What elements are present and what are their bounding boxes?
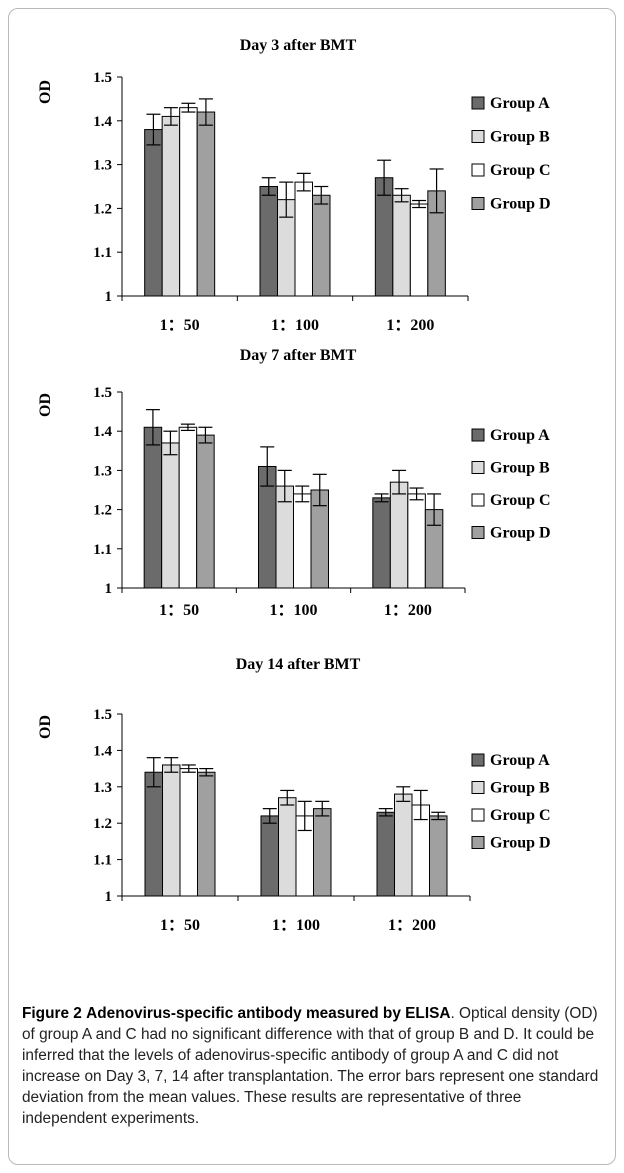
chart-title: Day 7 after BMT <box>240 347 357 364</box>
chart-2: Day 7 after BMT OD 1 1.1 1.2 1.3 1.4 1.5 1：50 1：1… <box>37 347 551 619</box>
legend-swatch <box>471 808 485 822</box>
y-tick-label: 1 <box>105 581 113 597</box>
legend-label: Group B <box>490 129 550 146</box>
legend-swatch <box>471 163 485 177</box>
bar <box>392 194 411 297</box>
bar <box>259 186 278 297</box>
legend-swatch <box>471 493 485 507</box>
x-tick-label: 1：50 <box>160 317 200 334</box>
bar <box>197 771 216 897</box>
caption-label: Figure 2 <box>22 1005 82 1022</box>
bar <box>409 203 429 297</box>
bar <box>407 493 426 589</box>
bar <box>389 481 409 589</box>
y-tick-label: 1.3 <box>93 158 112 174</box>
bar <box>260 815 279 897</box>
legend-swatch <box>471 197 485 210</box>
legend-swatch <box>471 461 485 474</box>
bar <box>144 129 163 297</box>
y-tick-label: 1.2 <box>93 503 112 519</box>
y-axis-label: OD <box>37 80 54 104</box>
bar <box>294 181 313 297</box>
legend-label: Group D <box>490 835 551 852</box>
bar <box>162 764 181 897</box>
y-tick-label: 1 <box>105 289 113 305</box>
x-tick-label: 1：100 <box>271 317 319 334</box>
bar <box>179 768 198 897</box>
figure-caption: Figure 2 Adenovirus-specific antibody me… <box>22 1003 604 1129</box>
bar <box>196 434 215 589</box>
legend-swatch <box>471 781 485 794</box>
y-tick-label: 1.5 <box>93 385 112 401</box>
legend-label: Group A <box>490 427 550 444</box>
legend-swatch <box>471 130 485 143</box>
x-tick-label: 1：200 <box>388 917 436 934</box>
y-tick-label: 1.5 <box>93 707 112 723</box>
legend-label: Group C <box>490 807 551 824</box>
y-tick-label: 1.4 <box>93 743 112 759</box>
x-tick-label: 1：200 <box>384 602 432 619</box>
y-tick-label: 1.2 <box>93 201 112 217</box>
chart-title: Day 14 after BMT <box>236 656 361 673</box>
y-tick-label: 1.5 <box>93 70 112 86</box>
bar <box>179 107 198 297</box>
bar <box>161 442 180 589</box>
chart-3: Day 14 after BMT OD 1 1.1 1.2 1.3 1.4 1.5 1：50 1：… <box>37 656 551 934</box>
x-tick-label: 1：100 <box>269 602 317 619</box>
legend-label: Group A <box>490 752 550 769</box>
x-tick-label: 1：100 <box>272 917 320 934</box>
y-tick-label: 1 <box>105 889 113 905</box>
bar <box>143 426 163 589</box>
figure-charts: Day 3 after BMT OD 1 1.1 1.2 1.3 1.4 1.5 1：50 1：1… <box>37 37 551 934</box>
legend-label: Group C <box>490 492 551 509</box>
legend-swatch <box>471 753 485 767</box>
y-tick-label: 1.3 <box>93 780 112 796</box>
y-tick-label: 1.2 <box>93 816 112 832</box>
x-tick-label: 1：200 <box>386 317 434 334</box>
bar <box>313 808 332 897</box>
bar <box>144 771 163 897</box>
bar <box>429 815 448 897</box>
legend-swatch <box>471 96 485 110</box>
x-tick-label: 1：50 <box>160 917 200 934</box>
legend-label: Group A <box>490 95 550 112</box>
y-tick-label: 1.4 <box>93 424 112 440</box>
bar <box>376 811 395 897</box>
y-axis-label: OD <box>37 715 54 739</box>
legend-label: Group B <box>490 460 550 477</box>
y-tick-label: 1.4 <box>93 114 112 130</box>
legend-label: Group D <box>490 196 551 213</box>
chart-1: Day 3 after BMT OD 1 1.1 1.2 1.3 1.4 1.5 1：50 1：1… <box>37 37 551 334</box>
bar <box>161 115 181 297</box>
y-tick-label: 1.1 <box>93 542 112 558</box>
legend-swatch <box>471 428 485 442</box>
x-tick-label: 1：50 <box>159 602 199 619</box>
legend-swatch <box>471 526 485 539</box>
legend-label: Group B <box>490 780 550 797</box>
legend-label: Group D <box>490 525 551 542</box>
caption-title: Adenovirus-specific antibody measured by… <box>86 1005 451 1022</box>
y-tick-label: 1.3 <box>93 463 112 479</box>
chart-title: Day 3 after BMT <box>240 37 357 54</box>
bar <box>293 493 312 589</box>
y-axis-label: OD <box>37 393 54 417</box>
legend-label: Group C <box>490 162 551 179</box>
bar <box>178 426 198 589</box>
bar <box>394 793 413 897</box>
bar <box>278 797 297 897</box>
caption-text: . Optical density (OD) of group A and C … <box>22 1005 599 1127</box>
y-tick-label: 1.1 <box>93 853 112 869</box>
y-tick-label: 1.1 <box>93 245 112 261</box>
legend-swatch <box>471 836 485 849</box>
bar <box>372 497 391 589</box>
bar <box>196 111 216 297</box>
bar <box>312 194 331 297</box>
